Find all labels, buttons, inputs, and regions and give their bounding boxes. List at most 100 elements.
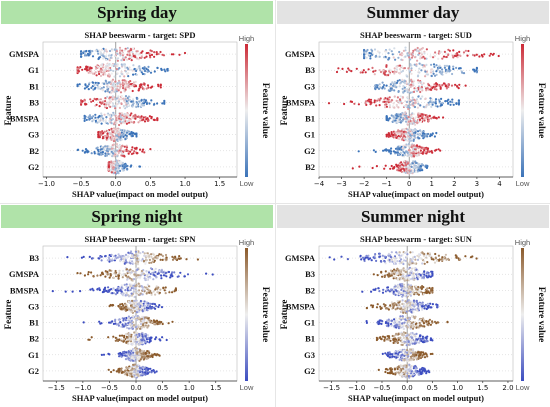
data-point <box>421 66 425 69</box>
data-point <box>109 274 112 277</box>
data-point <box>119 83 122 86</box>
series-gmspa <box>80 46 187 62</box>
data-point <box>411 144 414 147</box>
data-point <box>447 98 450 101</box>
data-point <box>120 273 123 276</box>
data-point <box>112 143 115 146</box>
data-point <box>149 71 153 74</box>
data-point <box>410 64 413 67</box>
data-point <box>416 307 419 310</box>
data-point <box>428 100 431 104</box>
series-b2 <box>361 282 434 298</box>
data-point <box>421 262 424 265</box>
data-point <box>112 90 115 93</box>
data-point <box>398 251 401 254</box>
data-point <box>403 294 407 297</box>
data-point <box>81 68 84 71</box>
data-point <box>358 165 361 168</box>
data-point <box>123 64 126 68</box>
data-point <box>118 87 121 90</box>
data-point <box>393 67 396 70</box>
data-point <box>124 319 127 322</box>
data-point <box>396 165 399 168</box>
data-point <box>454 83 457 86</box>
data-point <box>104 121 107 124</box>
data-point <box>420 83 424 86</box>
feature-label: G3 <box>304 81 315 91</box>
data-point <box>96 50 99 53</box>
data-point <box>393 256 396 259</box>
data-point <box>418 273 421 276</box>
data-point <box>144 277 147 280</box>
data-point <box>119 369 123 372</box>
data-point <box>398 304 401 307</box>
data-point <box>393 89 396 92</box>
data-point <box>387 98 390 101</box>
data-point <box>85 86 88 89</box>
data-point <box>126 102 129 105</box>
data-point <box>411 308 414 311</box>
data-point <box>131 116 134 119</box>
data-point <box>409 103 412 106</box>
data-point <box>133 339 136 342</box>
series-b1 <box>76 78 162 94</box>
data-point <box>389 100 392 103</box>
data-point <box>119 91 123 94</box>
data-point <box>422 132 425 135</box>
data-point <box>406 253 409 256</box>
data-point <box>377 87 381 90</box>
data-point <box>142 352 145 356</box>
data-point <box>118 149 121 152</box>
data-point <box>475 257 478 260</box>
data-point <box>111 258 114 261</box>
colorbar-label: Feature value <box>260 287 270 343</box>
data-point <box>120 355 123 358</box>
data-point <box>147 368 150 371</box>
data-point <box>376 84 379 87</box>
data-point <box>381 81 384 84</box>
data-point <box>396 114 399 117</box>
data-point <box>140 83 143 86</box>
data-point <box>357 150 360 153</box>
data-point <box>423 52 426 55</box>
data-point <box>125 136 128 140</box>
data-point <box>140 259 143 262</box>
data-point <box>97 82 100 85</box>
data-point <box>376 50 379 53</box>
data-point <box>152 290 155 293</box>
data-point <box>445 258 448 261</box>
data-point <box>114 339 117 342</box>
data-point <box>144 262 147 265</box>
data-point <box>124 289 127 292</box>
data-point <box>106 95 109 98</box>
data-point <box>82 255 85 258</box>
data-point <box>425 256 428 259</box>
data-point <box>107 165 110 168</box>
data-point <box>441 84 444 87</box>
data-point <box>111 152 115 155</box>
data-point <box>429 88 432 91</box>
data-point <box>130 120 133 123</box>
data-point <box>127 104 130 107</box>
data-point <box>407 279 410 282</box>
data-point <box>428 292 431 295</box>
data-point <box>413 144 416 147</box>
data-point <box>104 152 107 155</box>
data-point <box>120 73 124 76</box>
data-point <box>146 372 149 375</box>
data-point <box>355 67 358 70</box>
data-point <box>154 307 157 310</box>
data-point <box>114 254 117 257</box>
data-point <box>373 288 377 291</box>
data-point <box>118 272 121 275</box>
data-point <box>78 83 81 86</box>
data-point <box>111 113 115 117</box>
data-point <box>66 256 69 259</box>
data-point <box>404 279 407 282</box>
data-point <box>436 305 439 308</box>
data-point <box>442 82 445 85</box>
data-point <box>102 71 105 74</box>
data-point <box>143 69 146 72</box>
feature-label: BMSPA <box>286 301 316 311</box>
data-point <box>112 172 115 175</box>
